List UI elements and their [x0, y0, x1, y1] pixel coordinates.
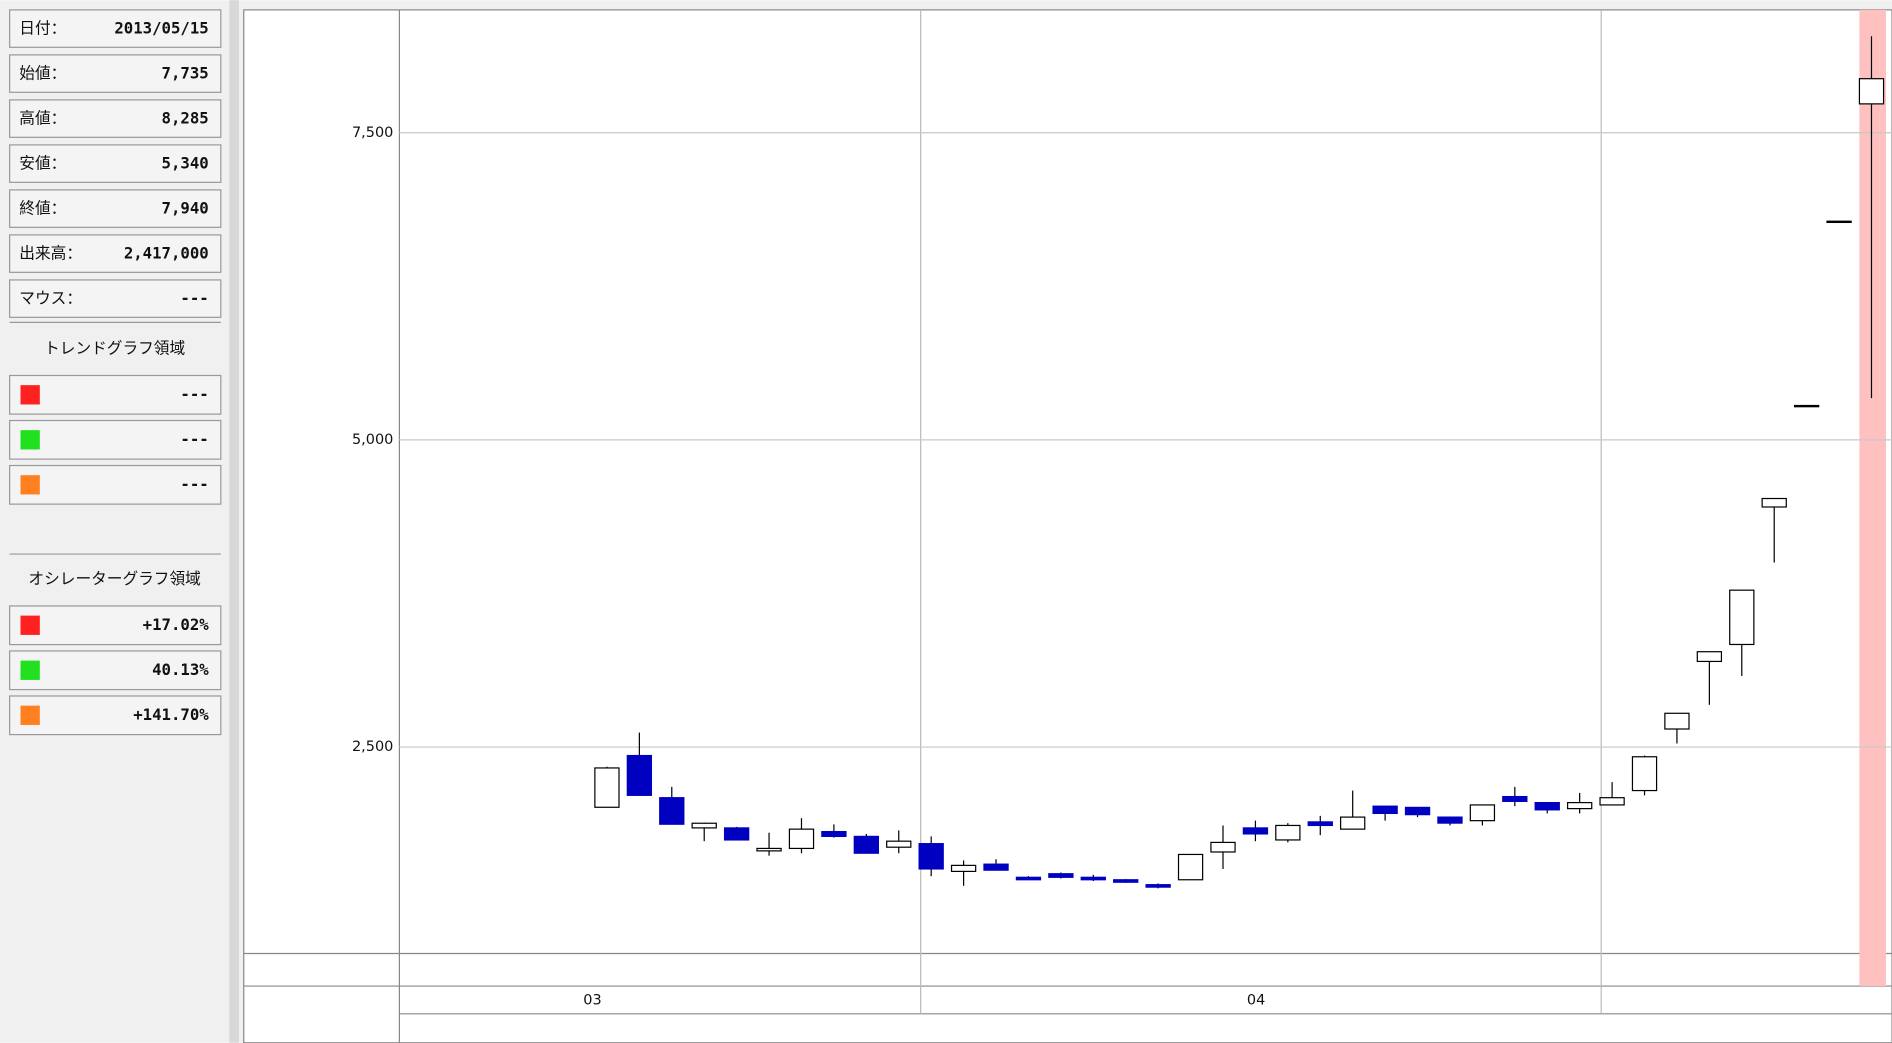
indicator-swatch: [20, 385, 40, 405]
section-title: トレンドグラフ領域: [44, 338, 185, 357]
indicator-value: ---: [180, 384, 208, 403]
candle-body: [1242, 827, 1269, 835]
info-value: 5,340: [162, 154, 209, 173]
candle-body: [950, 864, 977, 873]
candle-body: [1177, 853, 1204, 881]
indicator-value: ---: [180, 474, 208, 493]
candle-body: [1566, 801, 1593, 810]
indicator-swatch: [20, 475, 40, 495]
candle-body: [1631, 756, 1658, 792]
candle-body: [1664, 712, 1690, 730]
candle-body: [723, 827, 750, 841]
info-label: 安値：: [19, 154, 66, 173]
info-box: [9, 279, 222, 318]
candle-body: [659, 797, 685, 825]
indicator-box: [9, 374, 222, 415]
indicator-swatch: [20, 615, 40, 635]
info-box: [9, 54, 222, 93]
info-value: 7,940: [162, 199, 209, 218]
indicator-box: [9, 605, 222, 646]
candle-body: [1761, 497, 1787, 508]
month-label: 03: [583, 993, 601, 1009]
candle-body: [1858, 78, 1885, 105]
selected-highlight: [1859, 9, 1886, 987]
indicator-value: +141.70%: [133, 705, 209, 724]
candle-body: [788, 828, 815, 850]
info-label: 終値：: [19, 199, 66, 218]
info-label: マウス：: [19, 289, 82, 308]
info-value: 7,735: [162, 64, 209, 83]
indicator-value: +17.02%: [143, 615, 210, 634]
candle-body: [1404, 806, 1431, 816]
candle-body: [1340, 816, 1366, 830]
candle-body: [1372, 805, 1398, 815]
candle-body: [1469, 804, 1496, 822]
indicator-box: [9, 464, 222, 505]
candle-body: [853, 835, 880, 854]
candle-body: [1826, 220, 1852, 224]
info-box: [9, 144, 222, 183]
candle-body: [691, 822, 717, 829]
y-tick-label: 7,500: [352, 125, 393, 141]
candle-body: [1015, 876, 1042, 881]
indicator-value: 40.13%: [152, 660, 209, 679]
info-value: 2,417,000: [124, 244, 209, 263]
splitter: [229, 0, 239, 1043]
candle-body: [1729, 589, 1755, 646]
candle-body: [983, 863, 1009, 871]
info-box: [9, 234, 222, 273]
candle-body: [821, 830, 847, 837]
indicator-swatch: [20, 705, 40, 725]
info-box: [9, 9, 222, 48]
info-label: 高値：: [19, 109, 66, 128]
candle-body: [1080, 876, 1106, 881]
indicator-box: [9, 419, 222, 460]
candle-body: [1437, 816, 1463, 824]
y-tick-label: 2,500: [352, 739, 393, 755]
candle-body: [756, 847, 782, 852]
candle-body: [1696, 651, 1723, 663]
candle-body: [626, 754, 653, 796]
candle-body: [1048, 873, 1074, 878]
candle-body: [886, 840, 912, 848]
info-label: 出来高：: [19, 244, 82, 263]
indicator-box: [9, 650, 222, 691]
candle-body: [1534, 801, 1560, 811]
indicator-value: ---: [180, 429, 208, 448]
candle-body: [1502, 795, 1528, 802]
indicator-swatch: [20, 660, 40, 680]
candle-body: [1145, 884, 1171, 888]
month-label: 04: [1247, 993, 1265, 1009]
candle-body: [1210, 841, 1236, 853]
candle-body: [1275, 824, 1301, 841]
chart-frame: [243, 9, 1892, 1043]
indicator-swatch: [20, 430, 40, 450]
candle-body: [918, 843, 944, 870]
candle-body: [1113, 879, 1139, 883]
info-label: 日付：: [19, 19, 66, 38]
info-value: 8,285: [162, 109, 209, 128]
indicator-box: [9, 695, 222, 736]
candle-body: [1307, 821, 1333, 827]
info-box: [9, 99, 222, 138]
info-box: [9, 189, 222, 228]
candle-body: [594, 767, 620, 808]
section-title: オシレーターグラフ領域: [28, 569, 201, 588]
info-value: 2013/05/15: [114, 19, 208, 38]
info-label: 始値：: [19, 64, 66, 83]
y-tick-label: 5,000: [352, 432, 393, 448]
candle-body: [1793, 404, 1820, 408]
info-value: ---: [180, 289, 208, 308]
candle-body: [1599, 797, 1625, 806]
